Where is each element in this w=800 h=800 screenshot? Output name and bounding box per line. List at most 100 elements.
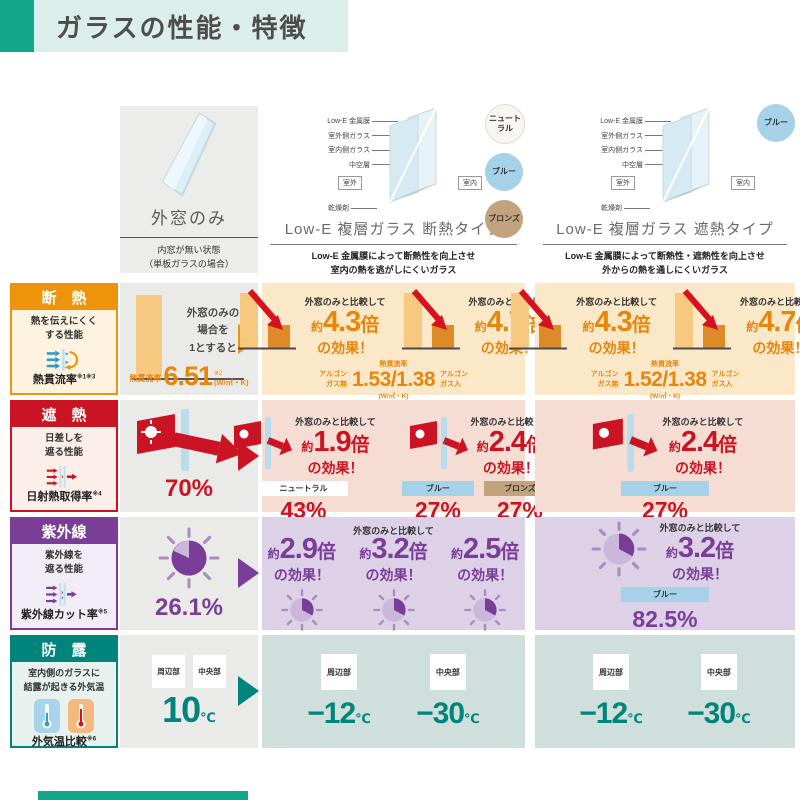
- pointer-line: [372, 120, 398, 122]
- effect-panels: 外窓のみと比較して 約4.3倍 の効果！ 外窓のみと比較して 約4.7倍 の効果…: [509, 283, 800, 358]
- label-outer-glass: 室外側ガラス: [601, 132, 643, 140]
- temperature-value: −12℃: [307, 699, 371, 729]
- uv-cut-value: 26.1%: [154, 593, 224, 621]
- pointer-line: [624, 207, 650, 209]
- row-label-uv: 紫外線 紫外線を 遮る性能 紫外線カット率※5: [10, 517, 118, 630]
- column-desc-dannetsu: Low-E 金属膜によって断熱性を向上させ 室内の熱を逃がしにくいガラス: [262, 249, 525, 278]
- approx: 約: [474, 320, 487, 334]
- label-lowe-film: Low-E 金属膜: [327, 118, 370, 125]
- effect-label: の効果！: [482, 460, 539, 476]
- u-value-side: ※2 (W/㎡・K): [214, 370, 249, 388]
- u-value-unit: (W/㎡・K): [213, 378, 249, 387]
- approx: 約: [746, 320, 759, 334]
- label-air-layer: 中空層: [349, 161, 370, 169]
- label-inside: 室内: [458, 176, 482, 190]
- u-value-metric: 熱貫流率: [379, 361, 408, 368]
- argon-with-label: アルゴン ガス入: [440, 371, 468, 388]
- label-desiccant: 乾燥剤: [328, 205, 349, 212]
- cell-outer-heat-shield: 70%: [120, 400, 258, 512]
- times-number: 2.4: [488, 426, 527, 458]
- times-number: 4.7: [758, 306, 796, 338]
- compare-text: 外窓のみと比較して: [470, 417, 552, 427]
- times-number: 4.3: [322, 306, 361, 338]
- temp-number: −12: [579, 697, 628, 730]
- bar-drop-chart-icon: [509, 289, 568, 350]
- pointer-line: [645, 135, 671, 136]
- times-value: 約3.2倍: [359, 535, 427, 564]
- effect-panel: 外窓のみと比較して 約2.4倍 の効果！ ブルー 27% ブロンズ 27%: [401, 409, 556, 524]
- effect-panel: 外窓のみと比較して 約4.3倍 の効果！: [237, 289, 386, 358]
- effect-label: の効果！: [317, 340, 374, 356]
- u-value-footnote: ※2: [213, 371, 223, 377]
- sun-block-arrow-icon: [234, 416, 293, 469]
- cell-shanetsu-uv: 外窓のみと比較して 約3.2倍 の効果！ ブルー 82.5%: [535, 515, 795, 632]
- times-number: 3.2: [371, 533, 409, 565]
- times-number: 2.5: [463, 533, 501, 565]
- row-metric: 外気温比較※6: [32, 733, 96, 749]
- column-title-shanetsu: Low-E 複層ガラス 遮熱タイプ: [556, 221, 774, 238]
- panel-top: 外窓のみと比較して 約3.2倍 の効果！: [590, 515, 740, 584]
- row-desc: 紫外線を 遮る性能: [44, 550, 83, 576]
- swatch-bronze: ブロンズ: [485, 200, 523, 238]
- column-title-outer: 外窓のみ: [151, 209, 227, 228]
- u-value-pair: 1.53/1.38: [351, 368, 436, 391]
- bar-drop-chart-icon: [401, 289, 460, 350]
- badge-neutral: ニュートラル: [259, 481, 348, 496]
- temperature-item: 中央部 −30℃: [416, 654, 480, 729]
- next-section-band: [38, 791, 248, 800]
- cell-shanetsu-heat-shield: 外窓のみと比較して 約2.4倍 の効果！ ブルー 27%: [535, 400, 795, 523]
- approx: 約: [451, 547, 464, 561]
- thermometer-warm-icon: [68, 699, 94, 733]
- desc-line2: 室内の熱を逃がしにくいガラス: [330, 265, 457, 276]
- compare-text: 外窓のみと比較して: [304, 297, 386, 307]
- approx: 約: [668, 440, 681, 454]
- u-value: 6.51: [163, 361, 213, 392]
- temperature-item: 周辺部 −12℃: [579, 654, 643, 729]
- times-number: 2.9: [279, 533, 318, 565]
- compare-text: 外窓のみと比較して: [353, 526, 434, 536]
- bar-drop-chart-icon: [237, 289, 296, 350]
- u-value-unit: (W/㎡・K): [378, 393, 409, 400]
- thermometer-glyph: [76, 704, 86, 729]
- badge-blue: ブルー: [401, 481, 474, 496]
- diagram-label-row: Low-E 金属膜: [266, 116, 398, 126]
- pointer-line: [351, 207, 377, 209]
- u-value-comparison: アルゴン ガス無 熱貫流率 1.52/1.38 (W/㎡・K) アルゴン ガス入: [535, 359, 795, 400]
- sun-block-icon: [46, 465, 78, 488]
- cell-content: 周辺部 中央部 10℃: [120, 635, 258, 748]
- header-accent-square: [0, 0, 34, 52]
- page-header: ガラスの性能・特徴: [34, 0, 348, 52]
- times-suffix: 倍: [408, 542, 428, 563]
- metric-footnote: ※5: [97, 609, 108, 616]
- temp-unit: ℃: [355, 711, 371, 726]
- cell-shanetsu-condensation: 周辺部 −12℃ 中央部 −30℃: [535, 635, 795, 748]
- metric-footnote: ※4: [92, 491, 102, 498]
- times-value: 約4.3倍: [582, 308, 650, 337]
- metric-text: 日射熱取得率: [26, 491, 93, 503]
- diagram-labels: Low-E 金属膜 室外側ガラス 室内側ガラス 中空層: [539, 116, 671, 174]
- times-value: 約3.2倍: [666, 531, 734, 564]
- reference-note: 外窓のみの 場合を 1とすると: [186, 307, 240, 354]
- effect-text: 外窓のみと比較して 約1.9倍 の効果！: [295, 415, 376, 478]
- row-metric: 日射熱取得率※4: [26, 488, 101, 504]
- compare-text: 外窓のみと比較して: [662, 417, 744, 427]
- effect-text: 外窓のみと比較して 約4.3倍 の効果！: [305, 295, 386, 358]
- argon-without-label: アルゴン ガス無: [319, 371, 347, 388]
- label-desiccant: 乾燥剤: [601, 205, 622, 212]
- single-glass-icon: [161, 112, 217, 197]
- badge-edge: 周辺部: [321, 654, 358, 690]
- times-number: 3.2: [677, 531, 716, 564]
- badge-center: 中央部: [429, 654, 466, 690]
- effect-label: の効果！: [671, 565, 728, 582]
- bar-drop-chart-icon: [673, 289, 731, 350]
- temp-unit: ℃: [735, 711, 751, 726]
- effect-label: の効果！: [588, 340, 645, 356]
- desc-line1: Low-E 金属膜によって断熱性を向上させ: [311, 251, 476, 261]
- badge-blue: ブルー: [620, 481, 709, 496]
- times-number: 1.9: [313, 426, 351, 458]
- cell-dannetsu-condensation: 周辺部 −12℃ 中央部 −30℃: [262, 635, 525, 748]
- argon-without-label: アルゴン ガス無: [590, 371, 619, 388]
- uv-sun-pie-icon: [591, 521, 647, 577]
- thermometer-cold-icon: [34, 699, 60, 733]
